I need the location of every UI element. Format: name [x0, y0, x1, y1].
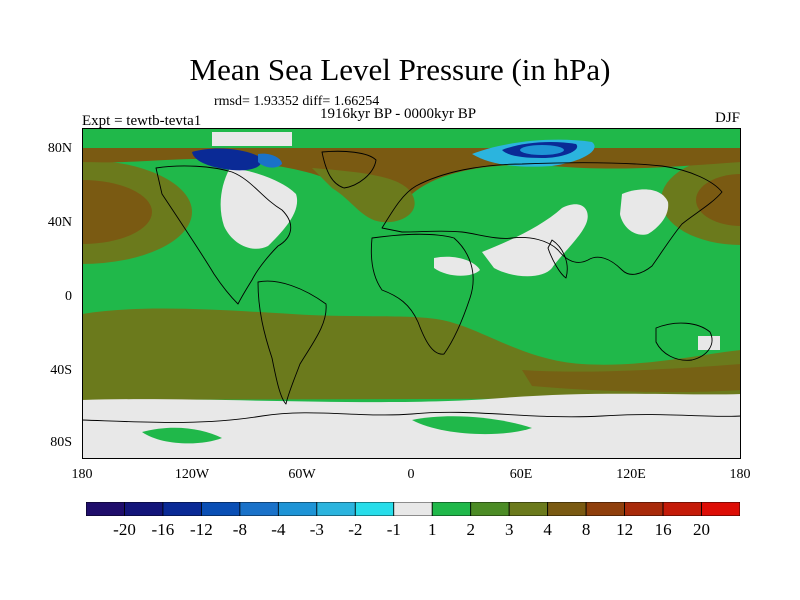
colorbar-label: -16 — [151, 520, 175, 539]
lat-label-40s: 40S — [50, 363, 72, 378]
colorbar-swatch — [239, 502, 279, 516]
north-pacific-high-east-core — [696, 174, 741, 226]
colorbar-label: 3 — [504, 520, 514, 539]
greenland-coast — [321, 150, 377, 189]
south-america-coast — [257, 280, 327, 405]
hudson-low — [192, 148, 262, 171]
north-america-coast — [155, 165, 292, 305]
lat-label-80n: 80N — [47, 141, 72, 156]
colorbar-label: -2 — [348, 520, 363, 539]
colorbar-label: -1 — [386, 520, 401, 539]
colorbar-swatch — [662, 502, 702, 516]
colorbar-swatch — [316, 502, 356, 516]
chart-title: Mean Sea Level Pressure (in hPa) — [189, 52, 611, 87]
colorbar-label: 20 — [693, 520, 710, 539]
colorbar — [86, 502, 740, 516]
lon-label-0: 0 — [407, 467, 415, 482]
lat-label-40n: 40N — [47, 215, 72, 230]
colorbar-label: 2 — [466, 520, 475, 539]
north-africa-neutral — [434, 256, 480, 276]
antarctic-green-patch-a — [142, 427, 222, 444]
stats-text: rmsd= 1.93352 diff= 1.66254 — [214, 94, 380, 109]
north-atlantic-olive — [312, 168, 415, 223]
colorbar-label: 4 — [543, 520, 552, 539]
colorbar-swatch — [701, 502, 740, 516]
asia-neutral — [620, 189, 669, 235]
lat-label-80s: 80S — [50, 435, 72, 450]
lat-label-0: 0 — [65, 289, 72, 304]
colorbar-swatch — [624, 502, 664, 516]
pacific-neutral-patch — [698, 336, 720, 350]
map-frame — [82, 128, 741, 459]
colorbar-swatch — [585, 502, 625, 516]
colorbar-label: -3 — [309, 520, 324, 539]
lon-label-120w: 120W — [174, 467, 210, 482]
hudson-low-fringe — [258, 153, 282, 168]
colorbar-label: 12 — [616, 520, 634, 539]
colorbar-swatch — [393, 502, 433, 516]
middle-east-neutral — [482, 204, 588, 277]
colorbar-swatch — [508, 502, 549, 516]
southern-ocean-band-brown — [522, 364, 741, 393]
lon-label-180e: 180 — [729, 467, 751, 482]
colorbar-label: 8 — [581, 520, 591, 539]
top-strip — [82, 128, 741, 148]
lon-label-60w: 60W — [288, 467, 316, 482]
experiment-label: Expt = tewtb-tevta1 — [82, 113, 202, 129]
coastlines — [82, 150, 741, 423]
colorbar-label: -8 — [232, 520, 247, 539]
colorbar-swatch — [201, 502, 241, 516]
colorbar-label: -4 — [271, 520, 286, 539]
lon-label-180w: 180 — [71, 467, 93, 482]
period-text: 1916kyr BP - 0000kyr BP — [320, 106, 477, 122]
colorbar-label: -20 — [113, 520, 136, 539]
north-america-neutral — [220, 168, 298, 249]
australia-coast — [655, 322, 713, 361]
colorbar-swatch — [86, 502, 125, 516]
north-pacific-high-west-core — [82, 180, 152, 244]
india-coast — [547, 239, 568, 279]
colorbar-swatch — [354, 502, 395, 516]
lon-label-60e: 60E — [509, 467, 533, 482]
colorbar-label: 16 — [654, 520, 672, 539]
top-strip-neutral — [212, 132, 292, 146]
eurasia-coast — [381, 162, 723, 275]
season-label: DJF — [714, 110, 740, 126]
colorbar-swatch — [431, 502, 472, 516]
lon-label-120e: 120E — [616, 467, 646, 482]
colorbar-label: -12 — [190, 520, 213, 539]
colorbar-label: 1 — [427, 520, 437, 539]
colorbar-swatch — [547, 502, 587, 516]
colorbar-swatch — [277, 502, 318, 516]
antarctica-coast — [82, 411, 741, 423]
map-panel — [82, 128, 741, 459]
colorbar-swatch — [162, 502, 202, 516]
siberian-low-inner — [520, 145, 564, 155]
colorbar-swatch — [124, 502, 164, 516]
antarctic-band — [82, 393, 741, 459]
colorbar-swatch — [470, 502, 510, 516]
africa-coast — [370, 233, 474, 355]
antarctic-green-patch-b — [412, 416, 532, 435]
